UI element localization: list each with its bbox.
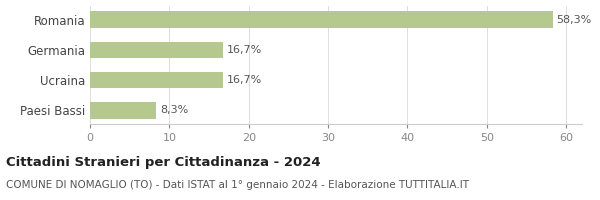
- Bar: [90, 102, 156, 119]
- Text: 8,3%: 8,3%: [160, 105, 188, 115]
- Bar: [90, 72, 223, 88]
- Text: Cittadini Stranieri per Cittadinanza - 2024: Cittadini Stranieri per Cittadinanza - 2…: [6, 156, 320, 169]
- Bar: [90, 11, 553, 28]
- Text: 58,3%: 58,3%: [557, 15, 592, 25]
- Bar: [90, 42, 223, 58]
- Text: 16,7%: 16,7%: [226, 45, 262, 55]
- Text: 16,7%: 16,7%: [226, 75, 262, 85]
- Text: COMUNE DI NOMAGLIO (TO) - Dati ISTAT al 1° gennaio 2024 - Elaborazione TUTTITALI: COMUNE DI NOMAGLIO (TO) - Dati ISTAT al …: [6, 180, 469, 190]
